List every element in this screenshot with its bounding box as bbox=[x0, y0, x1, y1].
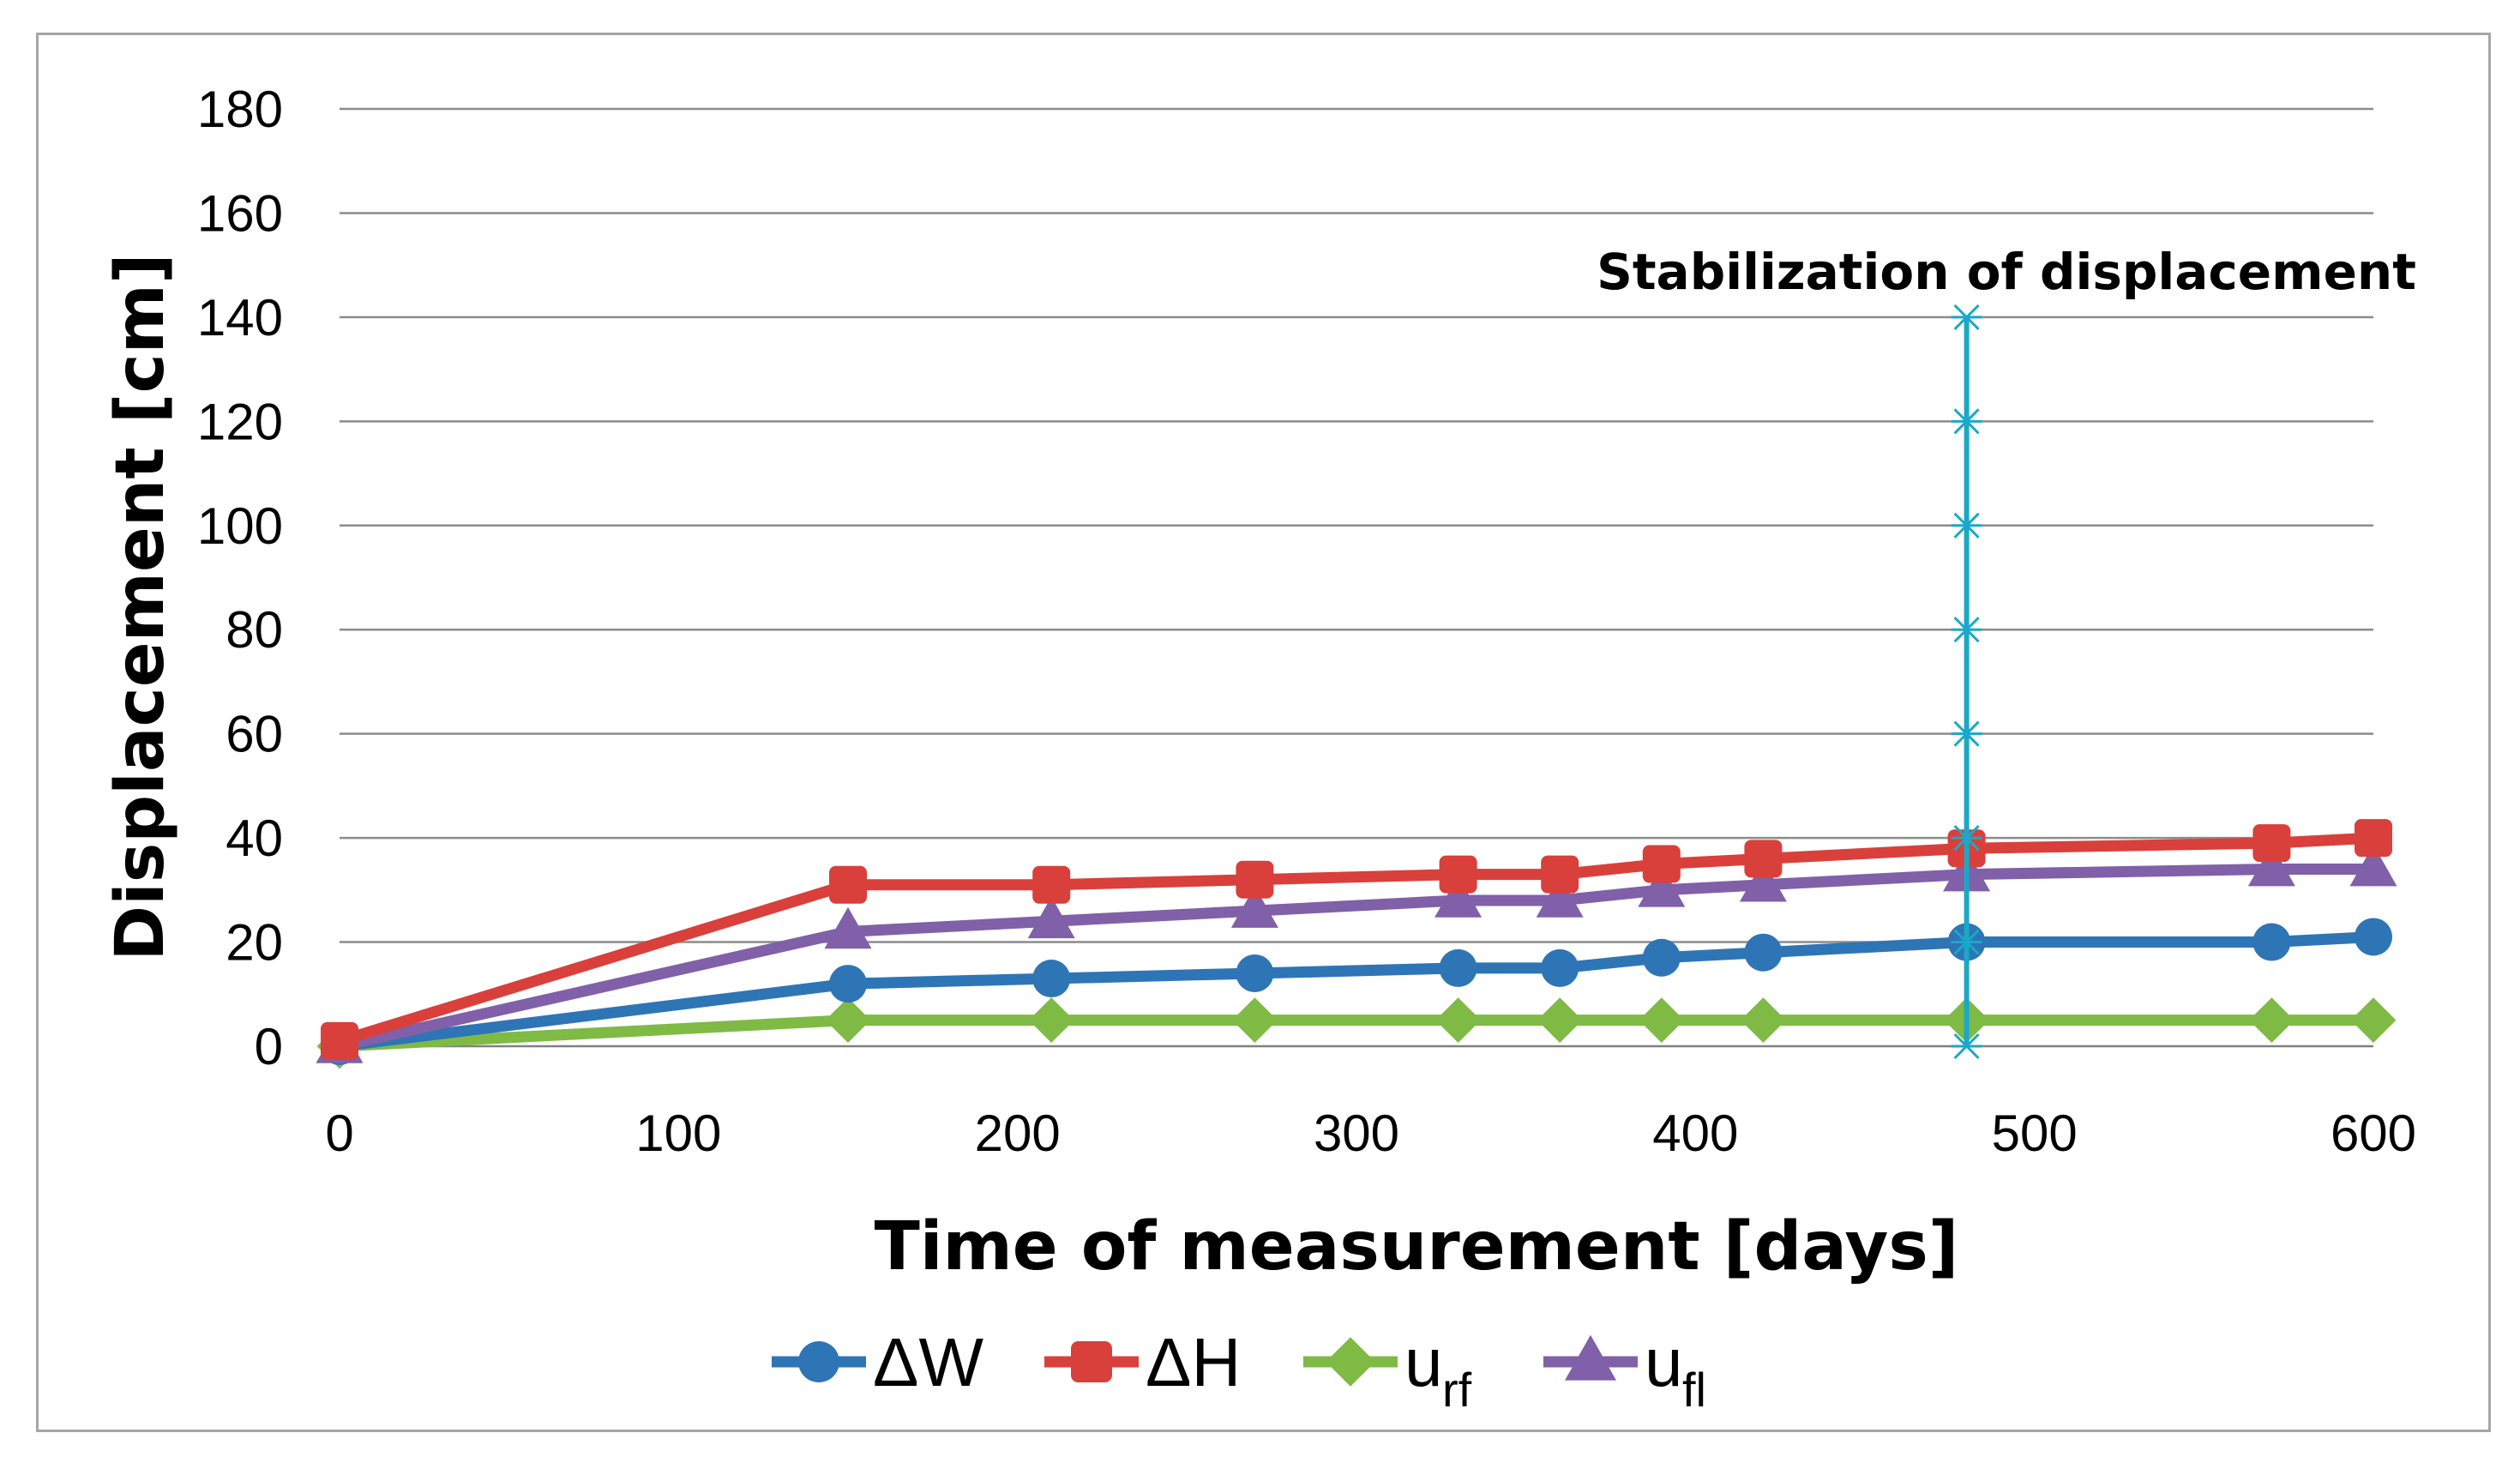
y-tick-label: 80 bbox=[226, 601, 283, 659]
x-tick-label: 500 bbox=[1992, 1105, 2078, 1162]
x-axis-ticks: 0 100 200 300 400 500 600 bbox=[325, 1105, 2416, 1162]
y-axis-title: Displacement [cm] bbox=[102, 253, 179, 960]
y-tick-label: 20 bbox=[226, 914, 283, 972]
stabilization-marker bbox=[1951, 1033, 1982, 1060]
x-tick-label: 600 bbox=[2331, 1105, 2416, 1162]
data-point-ufl bbox=[1434, 876, 1483, 918]
data-point-ΔW bbox=[1236, 954, 1274, 992]
stabilization-marker bbox=[1951, 408, 1982, 435]
series-urf bbox=[316, 997, 2397, 1069]
data-point-ufl bbox=[1739, 860, 1787, 902]
x-tick-label: 0 bbox=[325, 1105, 353, 1162]
series-ΔW bbox=[321, 918, 2392, 1065]
data-point-ΔH bbox=[1642, 845, 1681, 883]
stabilization-marker bbox=[1951, 825, 1982, 852]
legend-label-subscript: fl bbox=[1682, 1363, 1706, 1417]
y-tick-label: 100 bbox=[197, 497, 283, 555]
data-point-ΔH bbox=[321, 1021, 358, 1060]
data-point-ΔW bbox=[1032, 960, 1071, 998]
legend-marker bbox=[1326, 1337, 1375, 1387]
data-point-ΔH bbox=[1439, 855, 1477, 894]
stabilization-marker bbox=[1951, 617, 1982, 643]
data-point-ΔH bbox=[1744, 840, 1783, 878]
stabilization-marker bbox=[1951, 512, 1982, 539]
data-series bbox=[316, 819, 2397, 1069]
stabilization-marker bbox=[1951, 929, 1982, 955]
data-point-ufl bbox=[1536, 876, 1584, 918]
data-point-ΔW bbox=[1439, 948, 1477, 987]
x-tick-label: 200 bbox=[975, 1105, 1061, 1162]
legend-item-urf: u rf bbox=[1303, 1324, 1472, 1417]
legend: ΔW ΔH u rf u fl bbox=[772, 1324, 1706, 1417]
data-point-ΔW bbox=[1744, 933, 1783, 972]
legend-marker bbox=[1565, 1334, 1616, 1381]
y-axis-ticks: 0 20 40 60 80 100 120 140 160 180 bbox=[197, 81, 283, 1075]
x-tick-label: 400 bbox=[1652, 1105, 1738, 1162]
legend-label: u bbox=[1645, 1324, 1683, 1400]
data-point-urf bbox=[1741, 997, 1786, 1044]
legend-item-ΔW: ΔW bbox=[772, 1324, 983, 1400]
y-tick-label: 180 bbox=[197, 81, 283, 138]
data-point-ΔW bbox=[1541, 948, 1579, 987]
data-point-ΔH bbox=[1032, 865, 1071, 904]
legend-label-subscript: rf bbox=[1442, 1363, 1472, 1417]
data-point-ΔW bbox=[1642, 938, 1681, 977]
x-axis-title: Time of measurement [days] bbox=[875, 1208, 1959, 1285]
legend-marker bbox=[798, 1341, 839, 1382]
data-point-urf bbox=[1435, 997, 1481, 1044]
data-point-ufl bbox=[824, 906, 872, 949]
data-point-ΔH bbox=[1236, 860, 1274, 899]
y-tick-label: 0 bbox=[255, 1018, 283, 1075]
y-tick-label: 140 bbox=[197, 289, 283, 346]
data-point-urf bbox=[1639, 997, 1685, 1044]
data-point-ΔH bbox=[2252, 824, 2291, 863]
y-tick-label: 60 bbox=[226, 706, 283, 763]
data-point-ufl bbox=[2247, 844, 2295, 887]
data-point-ufl bbox=[1638, 865, 1686, 907]
x-tick-label: 300 bbox=[1314, 1105, 1399, 1162]
data-point-urf bbox=[825, 997, 871, 1044]
stabilization-annotation: Stabilization of displacement bbox=[1597, 243, 2416, 1060]
data-point-ΔH bbox=[1541, 855, 1579, 894]
annotation-label: Stabilization of displacement bbox=[1597, 243, 2416, 301]
data-point-ΔH bbox=[2355, 819, 2392, 858]
chart-frame bbox=[36, 33, 2491, 1432]
data-point-ufl bbox=[2349, 844, 2397, 887]
data-point-ΔW bbox=[2252, 923, 2291, 961]
data-point-urf bbox=[2249, 997, 2294, 1044]
stabilization-marker bbox=[1951, 304, 1982, 330]
y-tick-label: 40 bbox=[226, 810, 283, 867]
data-point-ΔW bbox=[829, 965, 867, 1003]
data-point-urf bbox=[2350, 997, 2397, 1044]
legend-label: u bbox=[1404, 1324, 1443, 1400]
legend-label: ΔW bbox=[873, 1324, 983, 1400]
series-ΔH bbox=[321, 819, 2392, 1060]
legend-marker bbox=[1071, 1341, 1112, 1382]
data-point-ΔH bbox=[829, 865, 867, 904]
data-point-urf bbox=[1232, 997, 1278, 1044]
y-tick-label: 160 bbox=[197, 184, 283, 242]
legend-label: ΔH bbox=[1146, 1324, 1241, 1400]
x-tick-label: 100 bbox=[635, 1105, 721, 1162]
data-point-ufl bbox=[1230, 886, 1278, 928]
data-point-urf bbox=[1028, 997, 1074, 1044]
series-line-urf bbox=[334, 1014, 2379, 1052]
data-point-ufl bbox=[1027, 896, 1075, 939]
data-point-ΔW bbox=[2355, 918, 2392, 956]
y-tick-label: 120 bbox=[197, 393, 283, 450]
data-point-urf bbox=[1537, 997, 1583, 1044]
legend-item-ufl: u fl bbox=[1543, 1324, 1706, 1417]
legend-item-ΔH: ΔH bbox=[1044, 1324, 1241, 1400]
stabilization-marker bbox=[1951, 720, 1982, 747]
